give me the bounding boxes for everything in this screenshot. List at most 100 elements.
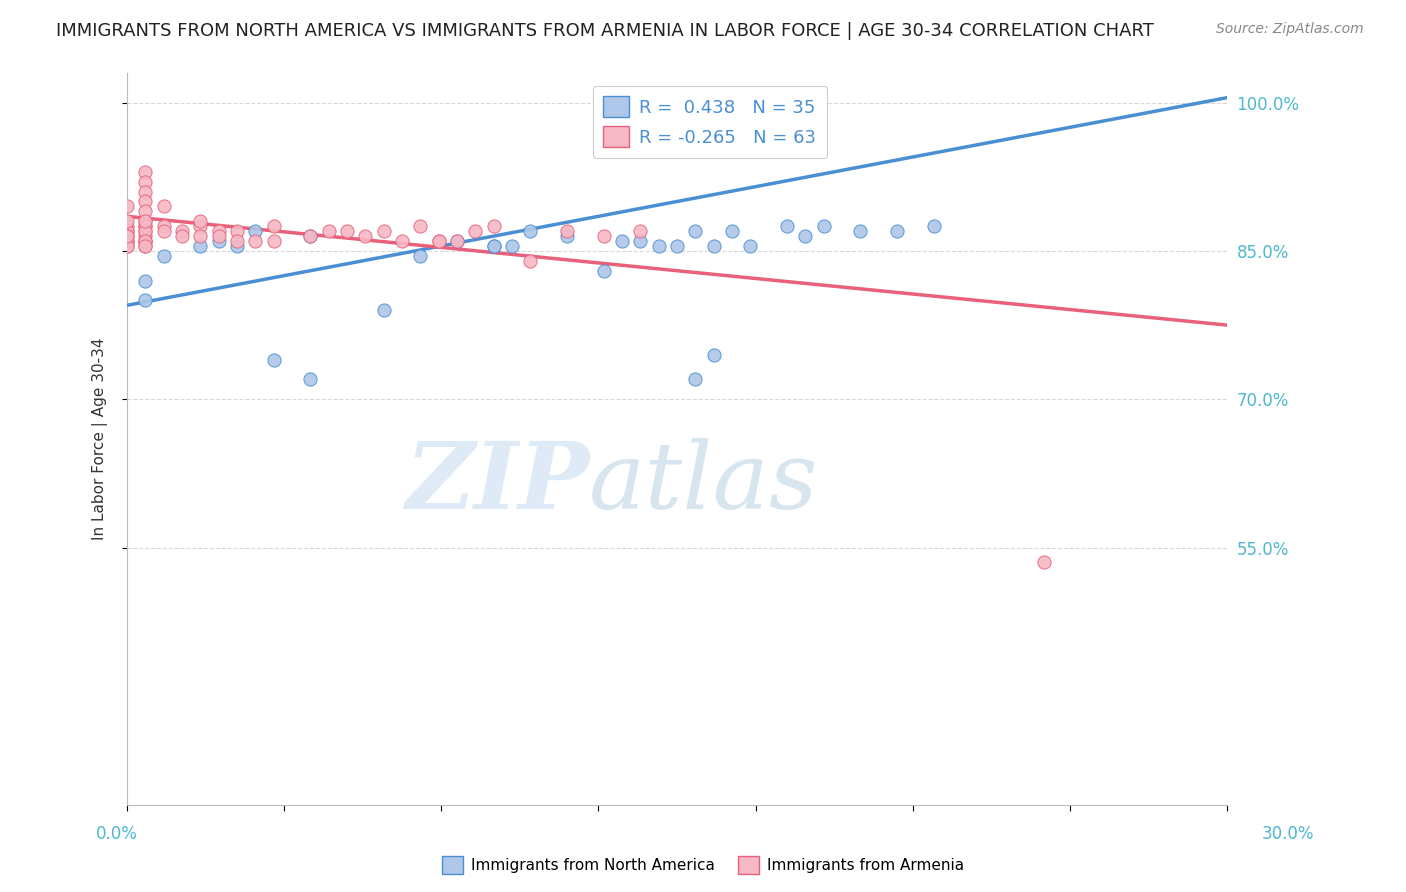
- Point: [318, 224, 340, 238]
- Point: [555, 229, 578, 244]
- Point: [208, 229, 231, 244]
- Point: [427, 234, 450, 248]
- Point: [115, 199, 138, 213]
- Point: [152, 219, 174, 234]
- Point: [501, 239, 523, 253]
- Point: [685, 224, 707, 238]
- Point: [336, 224, 359, 238]
- Point: [115, 234, 138, 248]
- Point: [226, 234, 249, 248]
- Point: [134, 293, 156, 308]
- Point: [794, 229, 817, 244]
- Point: [134, 274, 156, 288]
- Point: [134, 224, 156, 238]
- Point: [409, 219, 432, 234]
- Point: [427, 234, 450, 248]
- Point: [152, 224, 174, 238]
- Y-axis label: In Labor Force | Age 30-34: In Labor Force | Age 30-34: [93, 337, 108, 540]
- Point: [115, 219, 138, 234]
- Point: [703, 239, 725, 253]
- Point: [134, 219, 156, 234]
- Point: [813, 219, 835, 234]
- Point: [134, 234, 156, 248]
- Point: [190, 239, 212, 253]
- Point: [115, 224, 138, 238]
- Point: [208, 224, 231, 238]
- Point: [592, 263, 614, 277]
- Point: [373, 303, 395, 318]
- Text: IMMIGRANTS FROM NORTH AMERICA VS IMMIGRANTS FROM ARMENIA IN LABOR FORCE | AGE 30: IMMIGRANTS FROM NORTH AMERICA VS IMMIGRA…: [56, 22, 1154, 40]
- Point: [134, 194, 156, 209]
- Point: [519, 224, 541, 238]
- Point: [134, 239, 156, 253]
- Point: [115, 229, 138, 244]
- Point: [115, 224, 138, 238]
- Point: [665, 239, 688, 253]
- Point: [134, 214, 156, 228]
- Point: [134, 234, 156, 248]
- Point: [299, 229, 322, 244]
- Point: [391, 234, 413, 248]
- Point: [208, 234, 231, 248]
- Point: [226, 239, 249, 253]
- Point: [134, 185, 156, 199]
- Point: [134, 165, 156, 179]
- Point: [373, 224, 395, 238]
- Point: [592, 229, 614, 244]
- Point: [446, 234, 468, 248]
- Point: [263, 234, 285, 248]
- Point: [482, 219, 505, 234]
- Point: [685, 372, 707, 386]
- Point: [134, 239, 156, 253]
- Point: [115, 239, 138, 253]
- Point: [263, 352, 285, 367]
- Point: [115, 229, 138, 244]
- Point: [610, 234, 633, 248]
- Point: [190, 219, 212, 234]
- Point: [740, 239, 762, 253]
- Point: [628, 234, 651, 248]
- Point: [245, 234, 267, 248]
- Point: [299, 229, 322, 244]
- Legend: R =  0.438   N = 35, R = -0.265   N = 63: R = 0.438 N = 35, R = -0.265 N = 63: [592, 86, 827, 158]
- Point: [519, 253, 541, 268]
- Point: [134, 214, 156, 228]
- Point: [409, 249, 432, 263]
- Point: [464, 224, 486, 238]
- Point: [849, 224, 872, 238]
- Point: [134, 229, 156, 244]
- Point: [115, 214, 138, 228]
- Point: [190, 229, 212, 244]
- Point: [647, 239, 669, 253]
- Point: [134, 204, 156, 219]
- Point: [776, 219, 799, 234]
- Point: [1032, 555, 1054, 569]
- Point: [190, 214, 212, 228]
- Point: [482, 239, 505, 253]
- Point: [226, 224, 249, 238]
- Point: [134, 234, 156, 248]
- Point: [134, 219, 156, 234]
- Point: [299, 372, 322, 386]
- Point: [886, 224, 908, 238]
- Text: 0.0%: 0.0%: [96, 825, 138, 843]
- Point: [115, 229, 138, 244]
- Point: [115, 234, 138, 248]
- Point: [703, 348, 725, 362]
- Point: [152, 199, 174, 213]
- Point: [446, 234, 468, 248]
- Point: [721, 224, 744, 238]
- Point: [134, 224, 156, 238]
- Text: ZIP: ZIP: [405, 438, 589, 528]
- Text: Source: ZipAtlas.com: Source: ZipAtlas.com: [1216, 22, 1364, 37]
- Point: [152, 249, 174, 263]
- Point: [354, 229, 377, 244]
- Point: [263, 219, 285, 234]
- Point: [134, 175, 156, 189]
- Point: [922, 219, 945, 234]
- Text: atlas: atlas: [589, 438, 818, 528]
- Point: [115, 239, 138, 253]
- Point: [115, 234, 138, 248]
- Point: [170, 224, 193, 238]
- Text: 30.0%: 30.0%: [1263, 825, 1315, 843]
